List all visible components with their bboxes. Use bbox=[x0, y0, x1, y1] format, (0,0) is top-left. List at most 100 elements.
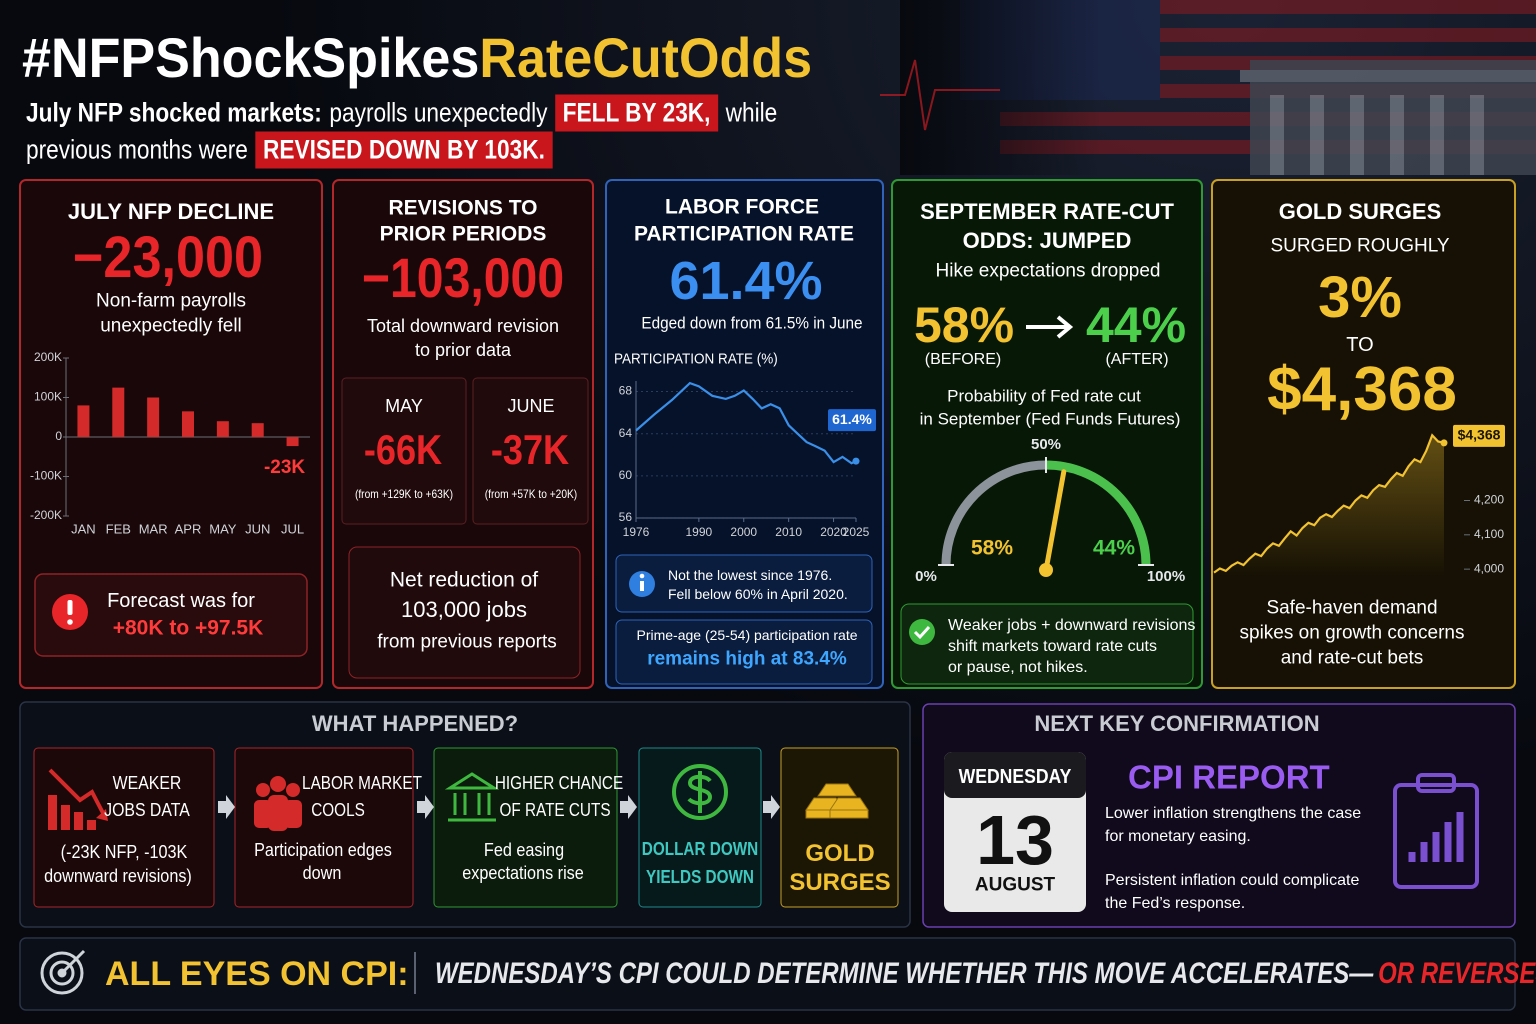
axis-label: PARTICIPATION RATE (%) bbox=[614, 350, 778, 368]
cpi-text: Persistent inflation could complicate bbox=[1105, 872, 1360, 889]
card-value: −23,000 bbox=[72, 225, 264, 290]
gauge-tick-label: 100% bbox=[1147, 568, 1185, 585]
x-tick-label: 2000 bbox=[730, 525, 757, 539]
x-tick-label: MAY bbox=[209, 521, 237, 536]
step-desc: expectations rise bbox=[462, 863, 584, 883]
step-box bbox=[433, 747, 618, 908]
step-desc: down bbox=[302, 863, 342, 883]
month-note: (from +129K to +63K) bbox=[354, 487, 454, 501]
step-desc: (-23K NFP, -103K bbox=[60, 842, 188, 862]
alert-text: Forecast was for bbox=[107, 590, 255, 612]
gold-to: TO bbox=[1346, 334, 1374, 356]
card-title: JULY NFP DECLINE bbox=[67, 199, 275, 224]
chart-marks: 200K 100K 0 -100K -200K JAN FEB MAR APR MAY JUN JUL… bbox=[30, 350, 1505, 585]
subtitle-bold: July NFP shocked markets: bbox=[26, 97, 322, 128]
y-tick-label: 60 bbox=[619, 468, 633, 482]
needle-pivot bbox=[1039, 563, 1053, 577]
month-box bbox=[472, 377, 589, 525]
title-white: #NFPShockSpikes bbox=[22, 26, 480, 89]
before-tag: (BEFORE) bbox=[924, 351, 1002, 368]
card-desc: spikes on growth concerns bbox=[1239, 622, 1465, 644]
x-tick-label: JAN bbox=[71, 521, 96, 536]
gauge-arc bbox=[941, 460, 1047, 566]
card-desc: to prior data bbox=[414, 340, 512, 360]
step-title: HIGHER CHANCE bbox=[494, 773, 624, 793]
step-title: WEAKER bbox=[112, 773, 182, 793]
step-title: DOLLAR DOWN bbox=[641, 839, 759, 859]
step-box bbox=[33, 747, 215, 908]
gauge-inner-label: 58% bbox=[970, 536, 1014, 560]
gauge-arc bbox=[1045, 460, 1151, 566]
chart-down-icon bbox=[48, 768, 108, 830]
y-tick-label: 64 bbox=[619, 426, 633, 440]
net-box bbox=[348, 546, 581, 679]
x-tick-label: 2025 bbox=[843, 525, 870, 539]
card-title: PRIOR PERIODS bbox=[379, 222, 547, 246]
panel-title: WHAT HAPPENED? bbox=[311, 711, 519, 736]
x-tick-label: APR bbox=[175, 521, 202, 536]
footer-line: WEDNESDAY’S CPI COULD DETERMINE WHETHER … bbox=[435, 957, 1536, 991]
card-desc: unexpectedly fell bbox=[100, 315, 242, 337]
subtitle-badge: FELL BY 23K, bbox=[555, 94, 719, 132]
step-title: OF RATE CUTS bbox=[499, 800, 611, 820]
y-tick-label: 0 bbox=[55, 429, 62, 443]
subtitle-text: while bbox=[725, 97, 778, 128]
bar bbox=[251, 423, 264, 437]
month-box bbox=[341, 377, 467, 525]
card-title: ODDS: JUMPED bbox=[962, 228, 1132, 253]
end-label-box bbox=[828, 409, 876, 432]
info-icon-dot bbox=[639, 573, 645, 579]
x-tick-label: 1990 bbox=[686, 525, 713, 539]
step-title: JOBS DATA bbox=[104, 800, 190, 820]
title-yellow: RateCutOdds bbox=[479, 26, 813, 89]
cpi-text: the Fed’s response. bbox=[1105, 895, 1246, 912]
y-tick-label: 56 bbox=[619, 510, 633, 524]
note-text: shift markets toward rate cuts bbox=[948, 638, 1157, 655]
step-title: SURGES bbox=[789, 869, 891, 896]
x-tick-label: FEB bbox=[106, 521, 131, 536]
card-desc: Probability of Fed rate cut bbox=[947, 386, 1141, 406]
x-tick-label: MAR bbox=[139, 521, 168, 536]
card-title: PARTICIPATION RATE bbox=[633, 222, 855, 246]
flow-arrows bbox=[218, 795, 780, 819]
gauge-tick-label: 50% bbox=[1031, 436, 1061, 453]
end-label-box bbox=[1453, 424, 1505, 447]
bar bbox=[182, 411, 194, 437]
alert-text: +80K to +97.5K bbox=[112, 616, 264, 640]
y-tick-label: 100K bbox=[34, 390, 62, 404]
net-text: 103,000 jobs bbox=[401, 597, 527, 622]
net-text: from previous reports bbox=[377, 631, 557, 653]
note-text: Weaker jobs + downward revisions bbox=[948, 617, 1196, 634]
card-value: −103,000 bbox=[361, 246, 565, 309]
x-tick-label: 2010 bbox=[775, 525, 802, 539]
footer-lead: ALL EYES ON CPI: bbox=[105, 955, 409, 993]
step-title: GOLD bbox=[805, 840, 875, 867]
cpi-text: for monetary easing. bbox=[1105, 828, 1251, 845]
footer-text: WEDNESDAY’S CPI COULD DETERMINE WHETHER … bbox=[435, 957, 1374, 990]
people-icon bbox=[254, 776, 302, 831]
card-desc: in September (Fed Funds Futures) bbox=[919, 409, 1181, 429]
note-text: or pause, not hikes. bbox=[948, 659, 1088, 676]
y-tick-label: 4,200 bbox=[1474, 493, 1504, 507]
target-icon bbox=[40, 949, 86, 995]
y-tick-label: -100K bbox=[30, 469, 62, 483]
gold-price: $4,368 bbox=[1267, 355, 1457, 424]
step-desc: Fed easing bbox=[483, 840, 565, 860]
step-title: YIELDS DOWN bbox=[646, 867, 754, 887]
bar bbox=[216, 421, 229, 437]
y-tick-label: 200K bbox=[34, 350, 62, 364]
bar bbox=[147, 397, 160, 437]
end-point bbox=[1440, 439, 1448, 447]
card-nfp bbox=[19, 179, 323, 689]
check-icon bbox=[909, 619, 935, 645]
end-label: 61.4% bbox=[832, 411, 872, 427]
subtitle-line: July NFP shocked markets: payrolls unexp… bbox=[26, 94, 778, 132]
step-title: LABOR MARKET bbox=[302, 773, 422, 793]
cpi-text: Lower inflation strengthens the case bbox=[1105, 805, 1362, 822]
after-value: 44% bbox=[1085, 297, 1187, 353]
area bbox=[1214, 435, 1444, 576]
month-value: -37K bbox=[490, 426, 570, 473]
card-title: SEPTEMBER RATE-CUT bbox=[920, 199, 1174, 224]
prime-text: Prime-age (25-54) participation rate bbox=[636, 627, 858, 643]
